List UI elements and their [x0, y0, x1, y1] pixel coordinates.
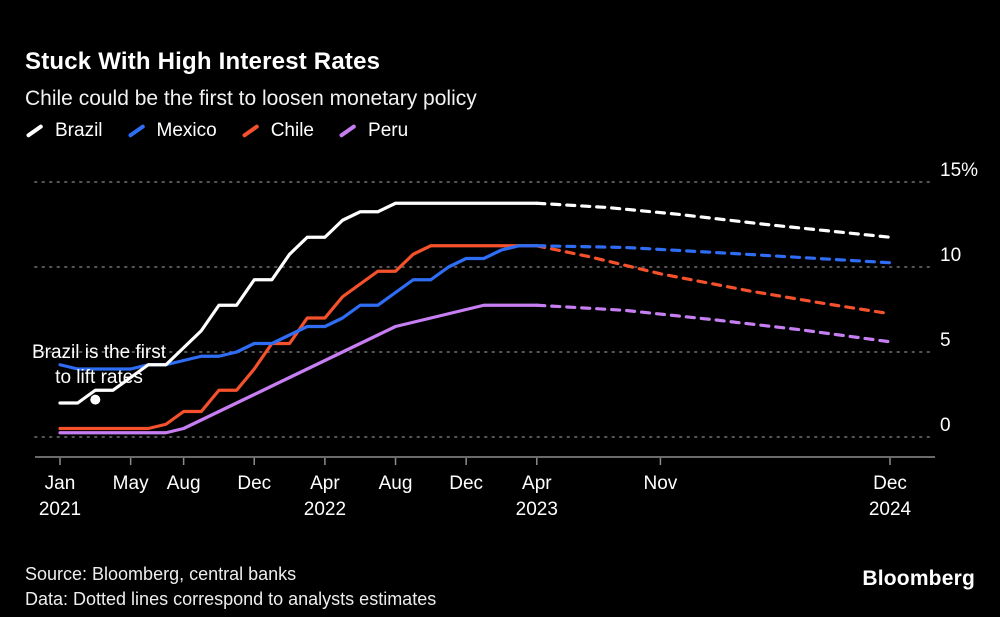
annotation-point-marker [90, 394, 101, 405]
bloomberg-logo: Bloomberg [862, 567, 975, 590]
series-line-chile [58, 244, 539, 431]
series-estimate-line-mexico [535, 244, 892, 265]
y-axis-label: 5 [940, 330, 951, 351]
x-axis-month-label: May [113, 473, 149, 494]
legend-label-peru: Peru [368, 120, 409, 141]
x-axis-year-label: 2023 [516, 499, 558, 520]
x-axis-month-label: Jan [45, 473, 76, 494]
x-axis-month-label: Dec [237, 473, 271, 494]
series-line-brazil [58, 201, 539, 405]
x-axis-year-label: 2021 [39, 499, 81, 520]
x-axis-month-label: Aug [167, 473, 201, 494]
chart-subtitle: Chile could be the first to loosen monet… [25, 87, 477, 110]
annotation-line2: to lift rates [55, 367, 143, 389]
series-line-peru [58, 303, 539, 435]
source-text: Source: Bloomberg, central banks [25, 564, 297, 584]
data-note-text: Data: Dotted lines correspond to analyst… [25, 589, 437, 609]
legend-item-chile: Chile [241, 120, 314, 142]
y-axis-label: 0 [940, 415, 951, 436]
x-axis-year-label: 2024 [869, 499, 912, 520]
x-axis-month-label: Dec [873, 473, 907, 494]
annotation-line1: Brazil is the first [31, 342, 167, 363]
series-line-mexico [58, 244, 539, 371]
chart-title: Stuck With High Interest Rates [25, 48, 381, 76]
legend-label-chile: Chile [270, 120, 315, 141]
legend-label-mexico: Mexico [156, 120, 217, 141]
chart-annotation: Brazil is the first to lift rates [18, 340, 180, 390]
series-estimate-line-brazil [535, 201, 892, 239]
x-axis-month-label: Nov [644, 473, 678, 494]
y-axis-label: 15% [940, 160, 978, 181]
legend-item-peru: Peru [338, 120, 408, 142]
y-axis-label: 10 [940, 245, 961, 266]
legend-item-mexico: Mexico [127, 120, 217, 142]
legend: Brazil Mexico Chile Peru [25, 120, 408, 142]
legend-label-brazil: Brazil [55, 120, 103, 141]
x-axis-month-label: Apr [310, 473, 340, 494]
series-estimate-line-peru [535, 303, 892, 344]
x-axis-year-label: 2022 [304, 499, 346, 520]
series-estimate-line-chile [535, 244, 892, 316]
x-axis-month-label: Aug [379, 473, 413, 494]
x-axis-month-label: Apr [522, 473, 552, 494]
x-axis-month-label: Dec [449, 473, 483, 494]
legend-item-brazil: Brazil [25, 120, 103, 142]
